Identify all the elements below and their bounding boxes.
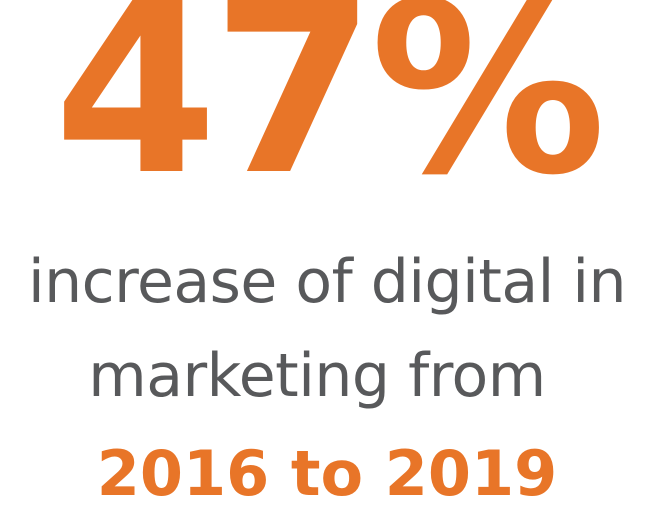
stat-percentage: 47% (53, 0, 607, 227)
stat-date-range: 2016 to 2019 (96, 437, 558, 510)
stat-description-line-2: marketing from (88, 341, 546, 411)
stat-description-line-1: increase of digital in (27, 247, 627, 317)
